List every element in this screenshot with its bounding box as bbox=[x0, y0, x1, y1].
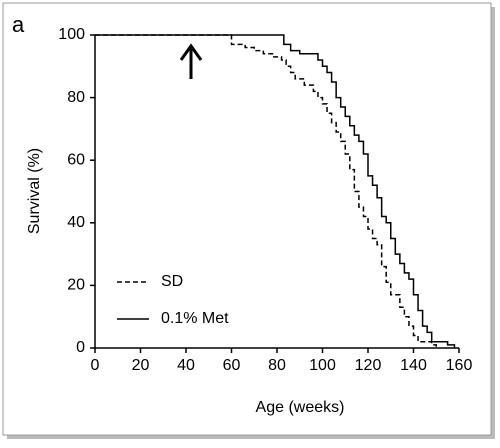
survival-line bbox=[95, 34, 437, 348]
y-tick-label: 0 bbox=[76, 339, 85, 356]
legend-label: 0.1% Met bbox=[161, 310, 229, 327]
y-tick-label: 60 bbox=[67, 151, 85, 168]
x-tick-label: 0 bbox=[91, 357, 100, 374]
y-tick-label: 40 bbox=[67, 214, 85, 231]
y-axis-label: Survival (%) bbox=[26, 148, 43, 234]
legend-label: SD bbox=[161, 273, 183, 290]
x-tick-label: 80 bbox=[268, 357, 286, 374]
x-tick-label: 140 bbox=[400, 357, 427, 374]
x-tick-label: 160 bbox=[446, 357, 473, 374]
x-axis-label: Age (weeks) bbox=[256, 399, 345, 416]
y-tick-label: 100 bbox=[58, 26, 85, 43]
x-tick-label: 40 bbox=[177, 357, 195, 374]
x-tick-label: 100 bbox=[309, 357, 336, 374]
survival-line bbox=[95, 34, 456, 348]
arrow bbox=[179, 43, 203, 79]
x-tick-label: 20 bbox=[132, 357, 150, 374]
panel-label: a bbox=[12, 12, 25, 37]
x-tick-label: 120 bbox=[355, 357, 382, 374]
y-tick-label: 20 bbox=[67, 277, 85, 294]
frame bbox=[2, 2, 492, 436]
x-tick-label: 60 bbox=[223, 357, 241, 374]
y-tick-label: 80 bbox=[67, 89, 85, 106]
